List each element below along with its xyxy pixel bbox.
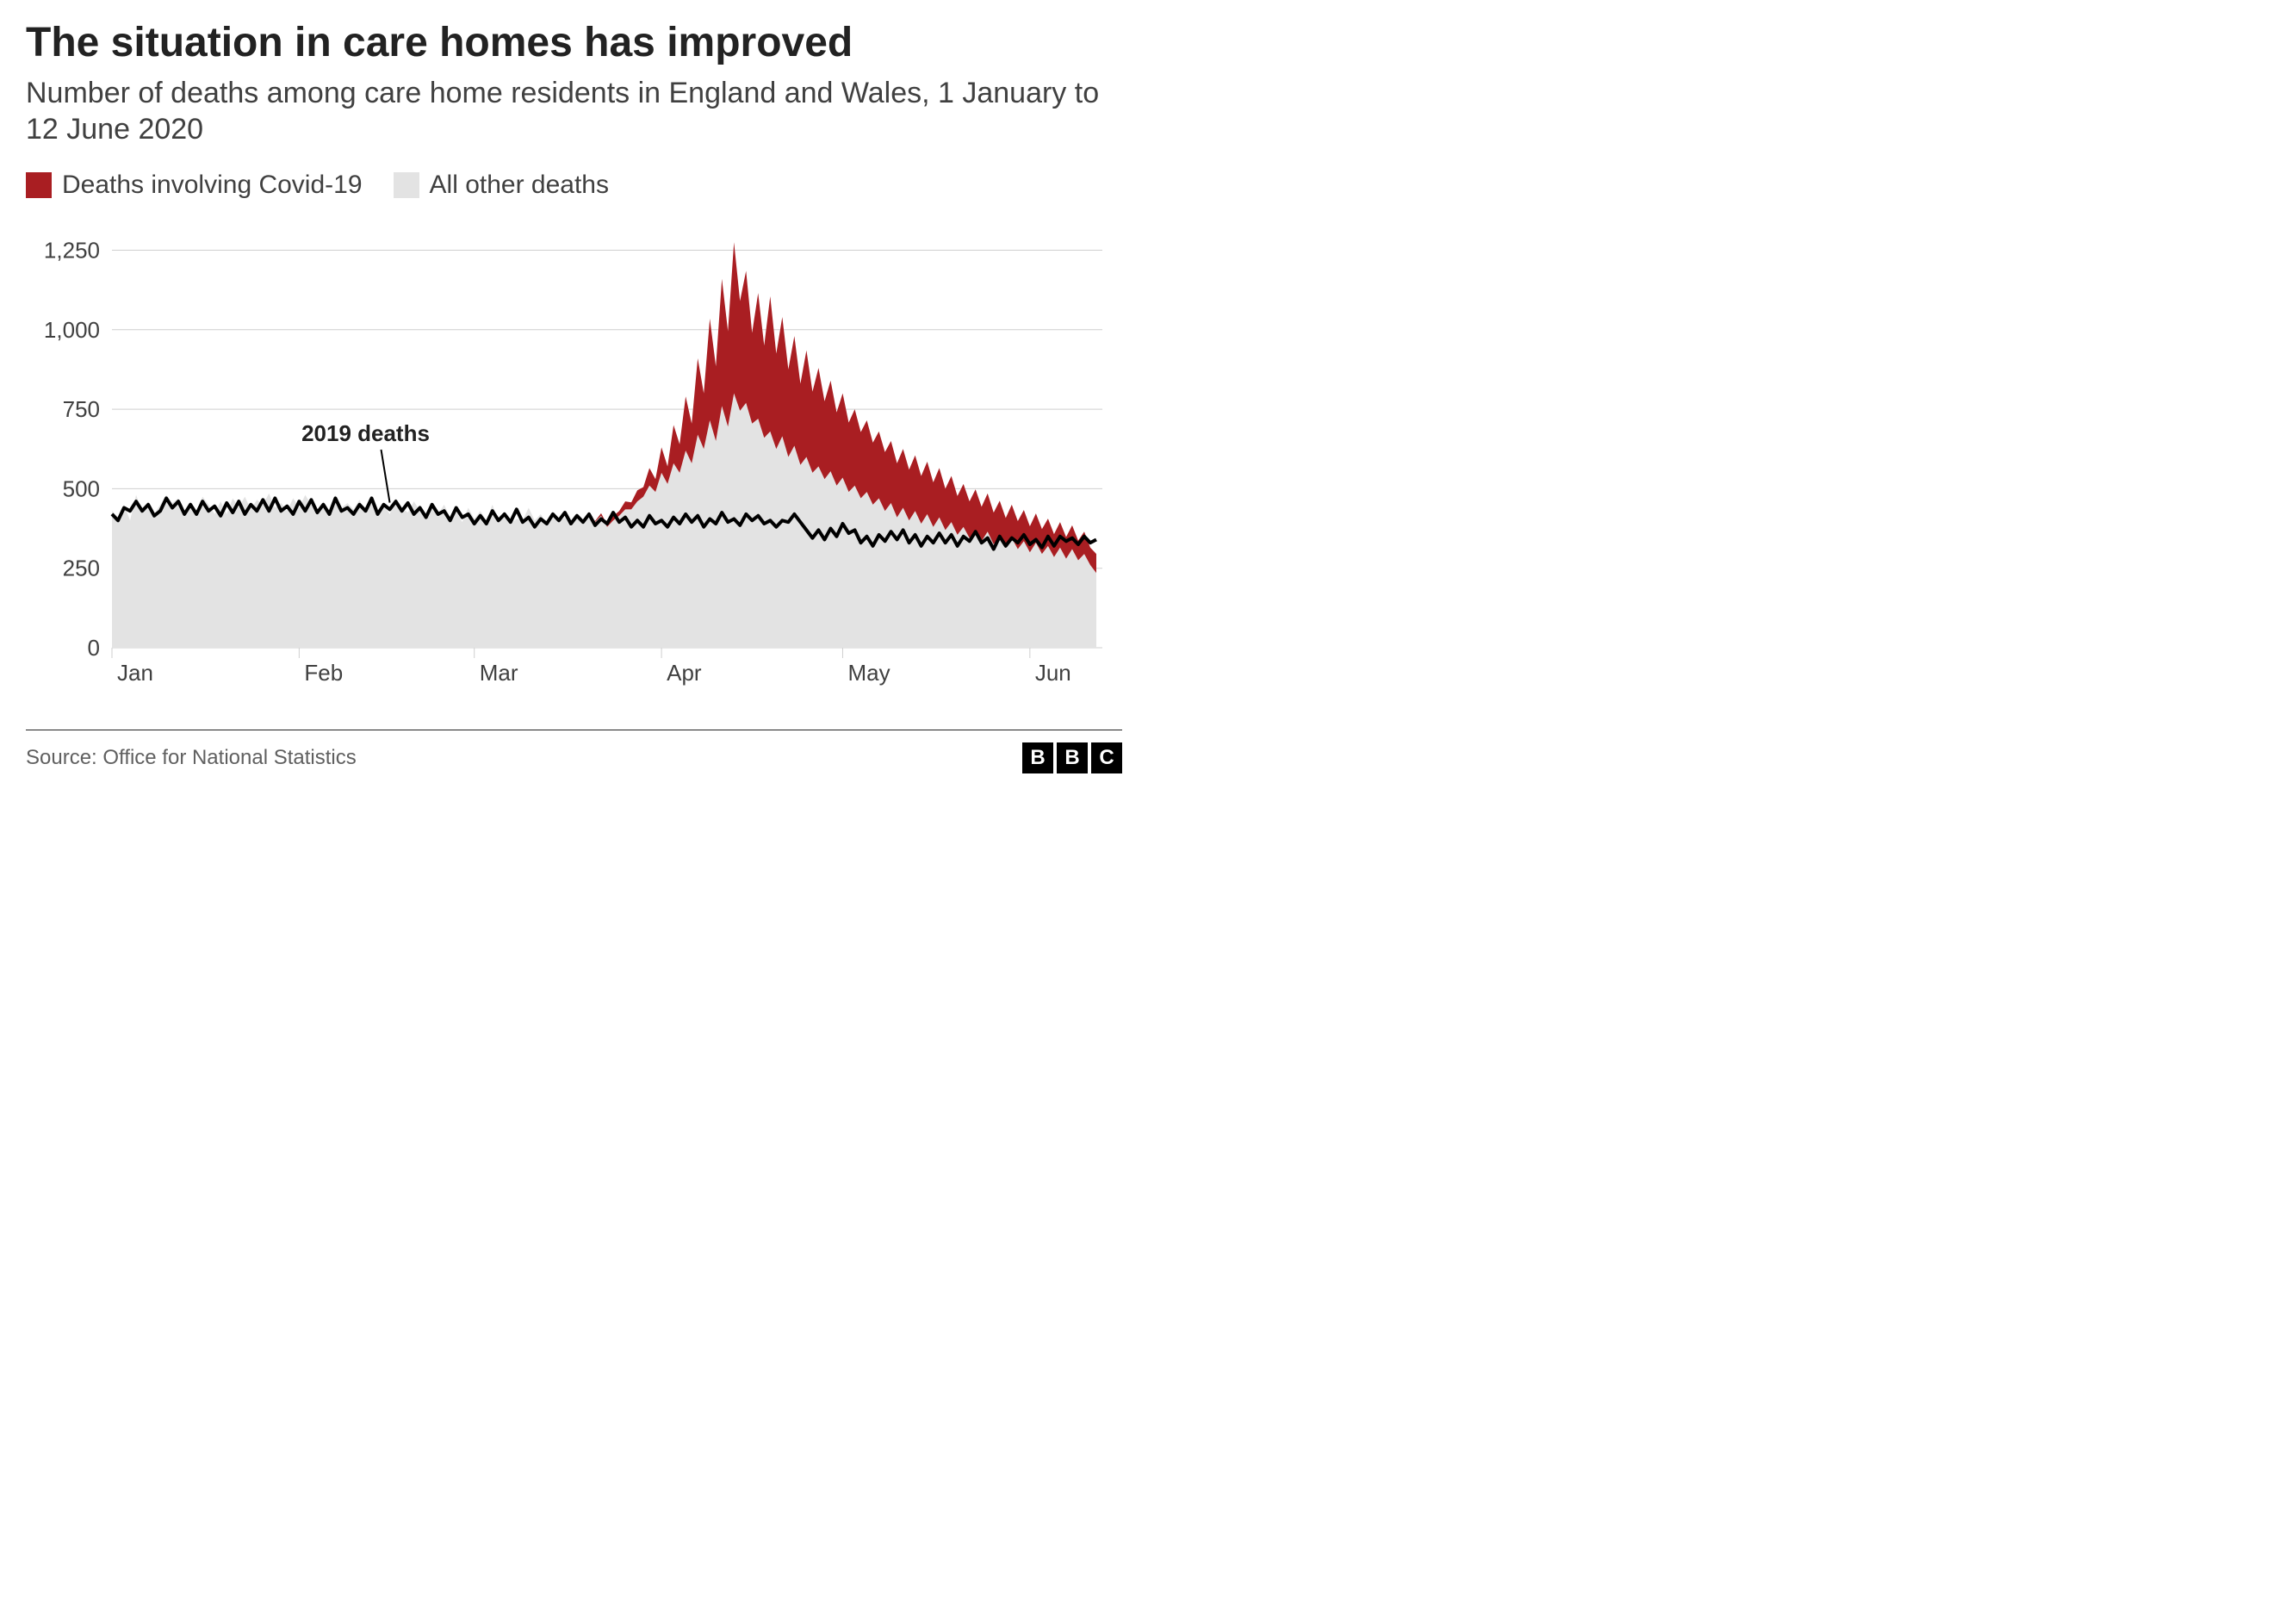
chart-svg: 0 250 500 750 1,000 1,250 Jan Feb Mar Apr May Jun 20…	[26, 217, 1120, 699]
x-axis-label: Jan	[117, 660, 153, 686]
source-text: Source: Office for National Statistics	[26, 746, 357, 770]
legend-label-other: All other deaths	[430, 171, 609, 200]
x-axis-label: Jun	[1035, 660, 1071, 686]
y-axis-label: 1,250	[44, 237, 100, 263]
bbc-logo-box-1: B	[1022, 742, 1053, 773]
footer: Source: Office for National Statistics B…	[26, 730, 1122, 773]
legend-swatch-covid	[26, 172, 52, 198]
y-axis-label: 250	[63, 555, 100, 581]
bbc-logo-box-2: B	[1057, 742, 1088, 773]
chart-area: 0 250 500 750 1,000 1,250 Jan Feb Mar Apr May Jun 20…	[26, 217, 1122, 704]
bbc-logo: B B C	[1022, 742, 1122, 773]
legend-swatch-other	[394, 172, 419, 198]
annotation-2019-deaths: 2019 deaths	[301, 420, 430, 446]
legend-item-covid: Deaths involving Covid-19	[26, 171, 363, 200]
legend: Deaths involving Covid-19 All other deat…	[26, 171, 1122, 200]
x-axis-label: May	[847, 660, 890, 686]
legend-item-other: All other deaths	[394, 171, 609, 200]
chart-subtitle: Number of deaths among care home residen…	[26, 75, 1122, 148]
chart-title: The situation in care homes has improved	[26, 21, 1122, 66]
legend-label-covid: Deaths involving Covid-19	[62, 171, 363, 200]
bbc-logo-box-3: C	[1091, 742, 1122, 773]
x-axis-label: Feb	[304, 660, 343, 686]
y-axis-label: 750	[63, 396, 100, 422]
y-axis-label: 500	[63, 475, 100, 501]
x-axis-label: Mar	[480, 660, 518, 686]
y-axis-label: 1,000	[44, 317, 100, 343]
annotation-pointer	[382, 450, 390, 503]
x-axis-label: Apr	[667, 660, 702, 686]
y-axis-label: 0	[88, 635, 100, 661]
